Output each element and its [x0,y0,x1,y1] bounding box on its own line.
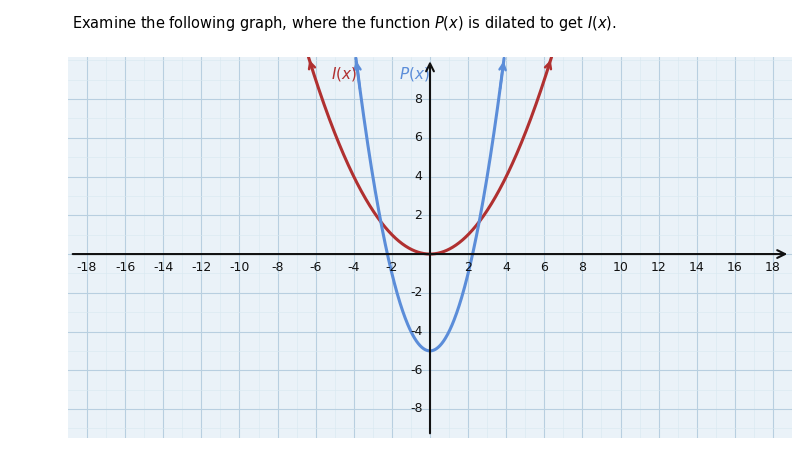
Text: 2: 2 [414,209,422,222]
Text: 8: 8 [414,93,422,106]
Text: -16: -16 [115,261,135,274]
Text: -2: -2 [386,261,398,274]
Text: 8: 8 [578,261,586,274]
Text: 16: 16 [727,261,742,274]
Text: -8: -8 [271,261,284,274]
Text: -6: -6 [310,261,322,274]
Text: Examine the following graph, where the function $P(x)$ is dilated to get $I(x)$.: Examine the following graph, where the f… [72,14,617,33]
Text: 6: 6 [540,261,548,274]
Text: -4: -4 [410,325,422,338]
Text: -8: -8 [410,403,422,415]
Text: 4: 4 [414,170,422,183]
Text: $P(x)$: $P(x)$ [399,65,430,83]
Text: -10: -10 [230,261,250,274]
Text: 14: 14 [689,261,705,274]
Text: -12: -12 [191,261,211,274]
Text: 4: 4 [502,261,510,274]
Text: 10: 10 [613,261,629,274]
Text: -2: -2 [410,286,422,299]
Text: -14: -14 [153,261,174,274]
Text: 12: 12 [650,261,666,274]
Text: $I(x)$: $I(x)$ [331,65,358,83]
Text: 2: 2 [464,261,472,274]
Text: 18: 18 [765,261,781,274]
Text: -4: -4 [348,261,360,274]
Text: -18: -18 [77,261,98,274]
Text: -6: -6 [410,364,422,377]
Text: 6: 6 [414,131,422,144]
